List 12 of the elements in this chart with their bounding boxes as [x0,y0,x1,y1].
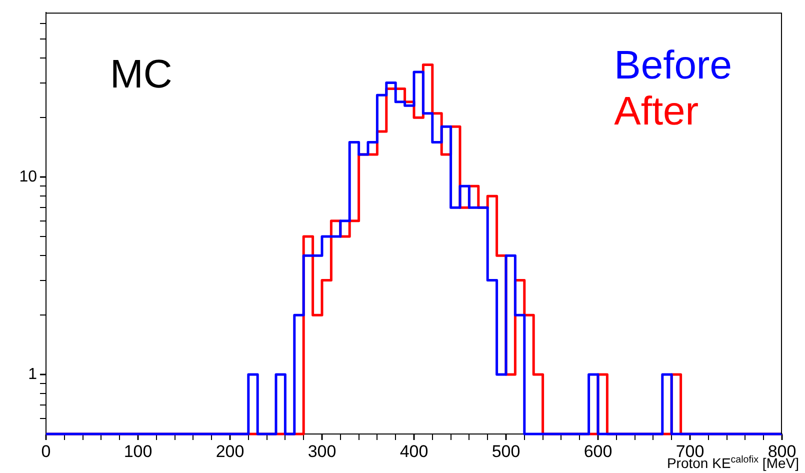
x-tick-label: 100 [124,442,152,461]
annotation: MC [110,52,172,97]
x-tick-label: 500 [492,442,520,461]
x-tick-label: 600 [584,442,612,461]
x-tick-label: 300 [308,442,336,461]
text: After [614,90,699,134]
y-tick-label: 1 [28,366,38,383]
x-tick-label: 200 [216,442,244,461]
y-tick-label: 10 [19,168,38,186]
text: Before [614,44,732,88]
x-tick-label: 400 [400,442,428,461]
x-tick-label: 0 [41,442,51,461]
